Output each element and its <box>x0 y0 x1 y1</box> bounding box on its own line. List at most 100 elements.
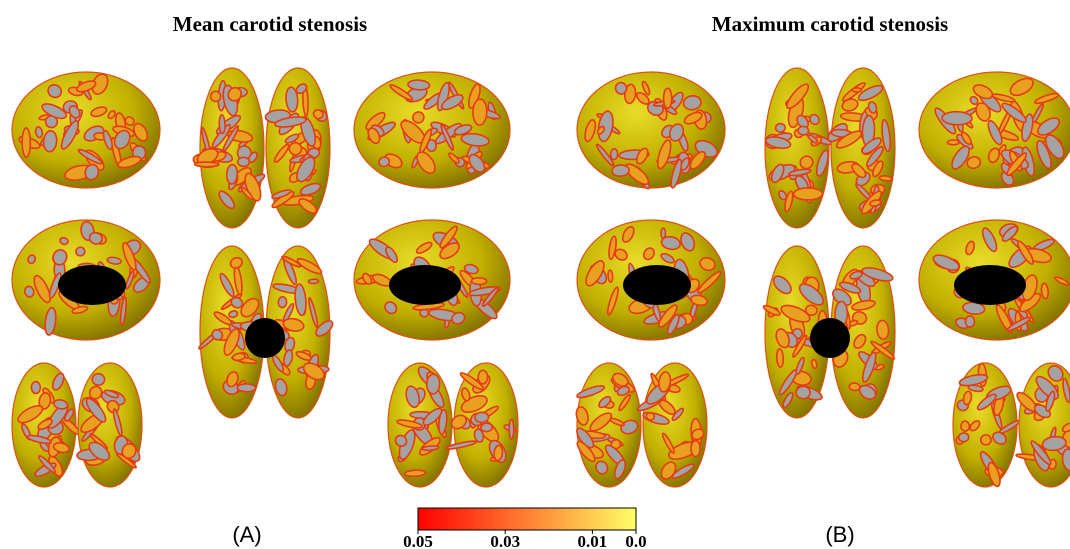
activation-patch <box>792 334 808 358</box>
activation-patch <box>960 131 972 146</box>
sulcus-patch <box>295 83 308 95</box>
activation-patch <box>848 319 859 327</box>
activation-patch <box>870 340 896 360</box>
activation-patch <box>775 347 785 368</box>
sulcus-patch <box>407 79 431 91</box>
sulcus-patch <box>468 153 486 173</box>
panel-label: (B) <box>825 522 854 547</box>
sulcus-patch <box>283 349 294 367</box>
ventricle <box>623 265 691 305</box>
sulcus-patch <box>440 123 455 151</box>
sulcus-patch <box>969 95 979 106</box>
activation-patch <box>869 199 882 207</box>
activation-patch <box>995 304 1013 334</box>
activation-patch <box>987 147 1000 164</box>
sulcus-patch <box>866 145 884 168</box>
sulcus-patch <box>660 227 667 240</box>
activation-patch <box>657 139 672 170</box>
activation-patch <box>775 328 790 349</box>
activation-patch <box>585 260 605 287</box>
activation-patch <box>416 151 436 175</box>
sulcus-patch <box>225 163 239 185</box>
activation-patch <box>226 371 239 388</box>
activation-patch <box>117 155 142 169</box>
activation-patch <box>576 440 596 463</box>
activation-patch <box>851 163 867 179</box>
activation-patch <box>52 442 70 454</box>
activation-patch <box>362 272 373 285</box>
sulcus-patch <box>34 126 44 139</box>
activation-patch <box>273 143 290 163</box>
activation-patch <box>209 90 222 103</box>
activation-patch <box>697 270 722 294</box>
sulcus-patch <box>857 84 884 102</box>
activation-patch <box>878 175 893 182</box>
sulcus-patch <box>125 270 135 290</box>
sulcus-patch <box>64 408 75 422</box>
activation-patch <box>851 86 863 93</box>
sulcus-patch <box>27 254 37 265</box>
sulcus-patch <box>1061 448 1070 472</box>
activation-patch <box>367 127 381 145</box>
colorbar-tick-label: 0.05 <box>403 532 433 549</box>
activation-patch <box>683 111 703 125</box>
sulcus-patch <box>44 115 59 129</box>
sulcus-patch <box>576 385 606 399</box>
sulcus-patch <box>378 156 391 168</box>
sulcus-patch <box>438 408 448 435</box>
sulcus-patch <box>682 95 702 111</box>
activation-patch <box>365 111 386 131</box>
activation-patch <box>472 98 488 126</box>
sulcus-patch <box>307 278 320 285</box>
activation-patch <box>282 317 305 332</box>
brain-view <box>576 71 726 190</box>
activation-patch <box>240 297 260 318</box>
ventricle <box>954 265 1026 305</box>
activation-patch <box>690 294 708 307</box>
activation-patch <box>662 87 673 110</box>
sulcus-patch <box>1045 390 1056 412</box>
colorbar-tick-label: 0.03 <box>490 532 520 549</box>
activation-patch <box>439 225 458 249</box>
activation-patch <box>975 102 991 122</box>
activation-patch <box>850 299 876 311</box>
sulcus-patch <box>861 137 882 155</box>
sulcus-patch <box>436 81 450 112</box>
activation-patch <box>470 276 488 286</box>
sulcus-patch <box>1062 377 1070 404</box>
activation-patch <box>298 198 318 214</box>
sulcus-patch <box>299 182 322 196</box>
sulcus-patch <box>671 407 685 422</box>
sulcus-patch <box>1041 435 1067 452</box>
activation-patch <box>792 187 824 201</box>
activation-patch <box>810 358 818 370</box>
sulcus-patch <box>481 286 500 308</box>
activation-patch <box>875 363 885 371</box>
sulcus-patch <box>795 356 805 376</box>
sulcus-patch <box>474 411 490 424</box>
sulcus-patch <box>1001 225 1019 242</box>
activation-patch <box>960 420 971 432</box>
activation-patch <box>660 461 677 480</box>
sulcus-patch <box>468 286 502 297</box>
brain-view <box>762 245 896 419</box>
sulcus-patch <box>47 84 63 99</box>
sulcus-patch <box>230 296 244 309</box>
activation-patch <box>213 311 233 326</box>
sulcus-patch <box>84 163 100 181</box>
sulcus-patch <box>285 86 299 113</box>
activation-patch <box>584 119 597 143</box>
activation-patch <box>493 444 504 462</box>
sulcus-patch <box>218 114 226 135</box>
sulcus-patch <box>44 306 57 336</box>
activation-patch <box>966 156 982 170</box>
activation-patch <box>575 406 589 426</box>
activation-patch <box>302 362 325 381</box>
sulcus-patch <box>52 372 65 391</box>
panel-label: (A) <box>232 522 261 547</box>
ventricle <box>389 265 461 305</box>
sulcus-patch <box>236 156 251 168</box>
activation-patch <box>223 328 240 356</box>
sulcus-patch <box>308 297 319 329</box>
activation-patch <box>121 443 137 460</box>
